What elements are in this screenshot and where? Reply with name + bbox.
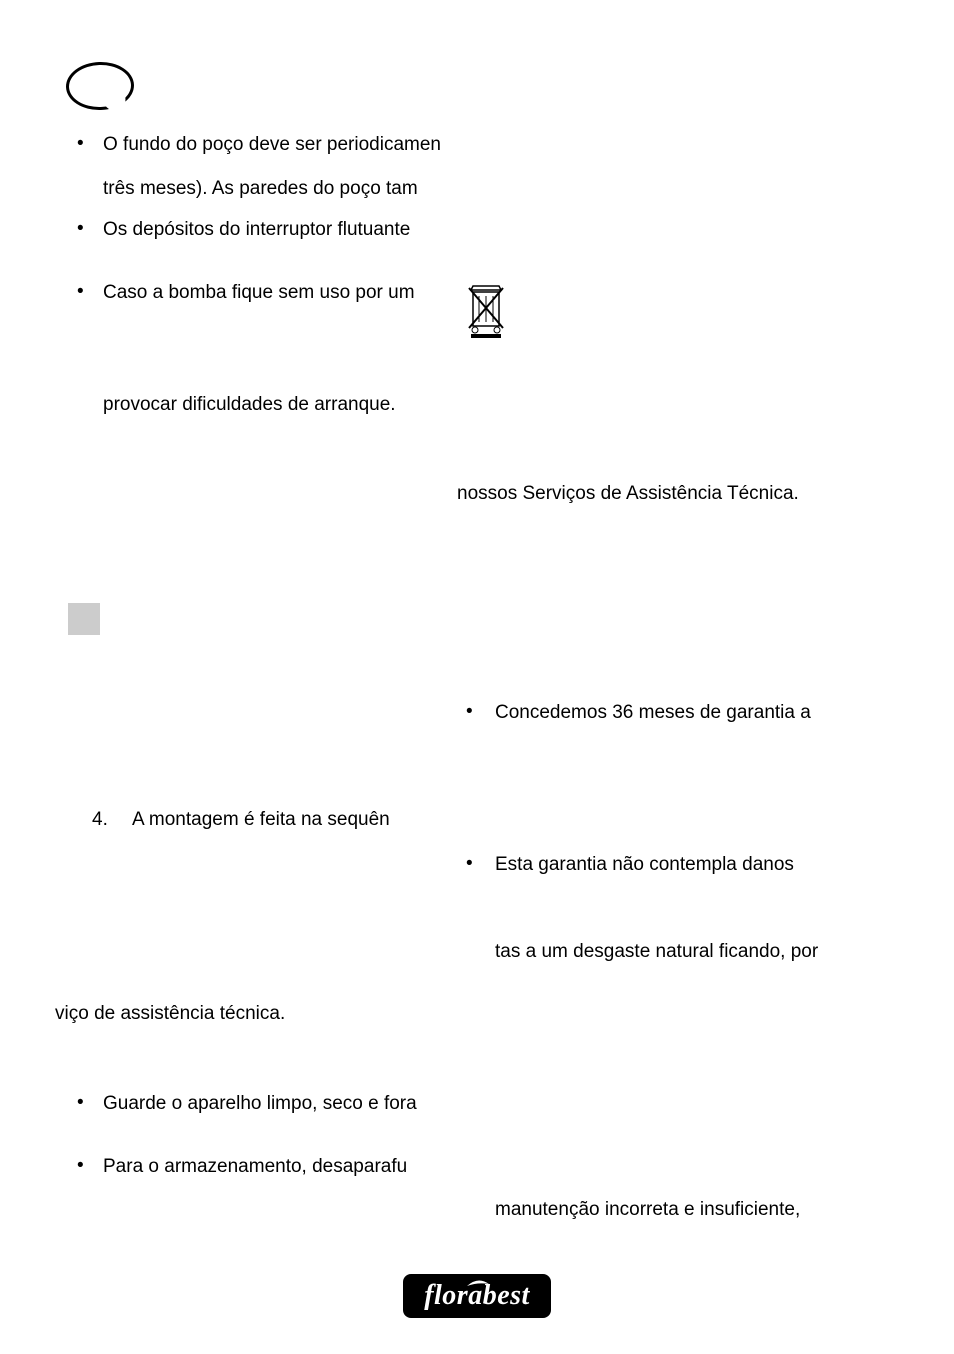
bullet-mark: • — [466, 701, 473, 723]
body-text: tas a um desgaste natural ficando, por — [495, 940, 818, 965]
body-text: Caso a bomba fique sem uso por um — [103, 281, 415, 306]
list-number: 4. — [92, 808, 108, 833]
body-text: manutenção incorreta e insuficiente, — [495, 1198, 800, 1223]
body-text: A montagem é feita na sequên — [132, 808, 390, 833]
country-oval-icon — [65, 61, 135, 111]
bullet-mark: • — [77, 1092, 84, 1114]
body-text: Os depósitos do interruptor flutuante — [103, 218, 410, 243]
bullet-mark: • — [77, 133, 84, 155]
body-text: Guarde o aparelho limpo, seco e fora — [103, 1092, 417, 1117]
bullet-mark: • — [77, 281, 84, 303]
section-marker-box — [68, 603, 100, 635]
body-text: viço de assistência técnica. — [55, 1002, 285, 1027]
body-text: nossos Serviços de Assistência Técnica. — [457, 482, 799, 507]
body-text: Concedemos 36 meses de garantia a — [495, 701, 811, 726]
bullet-mark: • — [77, 1155, 84, 1177]
body-text: três meses). As paredes do poço tam — [103, 177, 418, 202]
crossed-bin-icon — [467, 282, 505, 340]
body-text: provocar dificuldades de arranque. — [103, 393, 396, 418]
florabest-logo: florabest — [403, 1274, 551, 1318]
bullet-mark: • — [77, 218, 84, 240]
body-text: Para o armazenamento, desaparafu — [103, 1155, 407, 1180]
body-text: O fundo do poço deve ser periodicamen — [103, 133, 441, 158]
body-text: Esta garantia não contempla danos — [495, 853, 794, 878]
bullet-mark: • — [466, 853, 473, 875]
